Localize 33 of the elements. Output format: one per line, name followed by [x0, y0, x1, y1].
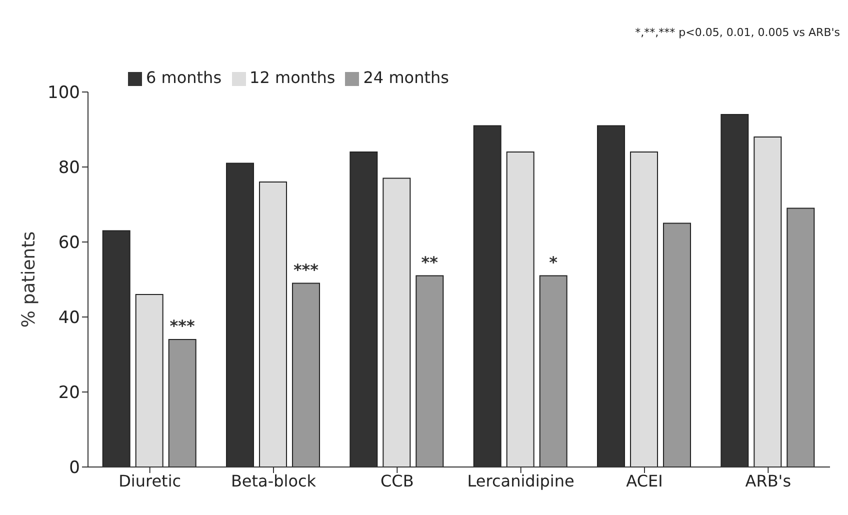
x-tick-label: CCB [380, 471, 414, 490]
legend-label: 12 months [250, 68, 336, 87]
bar [630, 152, 658, 467]
legend-label: 24 months [363, 68, 449, 87]
bar [506, 152, 534, 467]
x-tick-label: Lercanidipine [467, 471, 574, 490]
bar [539, 275, 568, 467]
y-tick-label: 0 [69, 458, 80, 478]
y-tick-label: 80 [58, 158, 80, 178]
y-tick-label: 40 [58, 308, 80, 328]
annotation: *** [170, 316, 196, 336]
bar [663, 222, 692, 467]
y-axis-title: % patients [18, 231, 40, 328]
bar [168, 339, 196, 467]
bar [135, 294, 164, 467]
x-tick-label: Beta-block [230, 471, 317, 490]
x-tick-label: Diuretic [118, 471, 182, 490]
bar [416, 275, 444, 467]
bar [754, 136, 782, 467]
annotation: * [549, 252, 558, 272]
legend-label: 6 months [146, 68, 222, 87]
text: *,**,*** p<0.05, 0.01, 0.005 vs ARB's [635, 26, 840, 39]
annotation: *** [293, 260, 320, 280]
bar [786, 208, 815, 467]
annotation: ** [421, 252, 439, 272]
x-tick-label: ACEI [626, 471, 663, 490]
bar [259, 182, 288, 467]
bar [292, 282, 320, 467]
y-tick-label: 100 [48, 83, 80, 104]
y-tick-label: 20 [58, 383, 80, 404]
bar [382, 178, 411, 467]
x-tick-label: ARB's [745, 471, 792, 490]
y-tick-label: 60 [58, 233, 80, 254]
